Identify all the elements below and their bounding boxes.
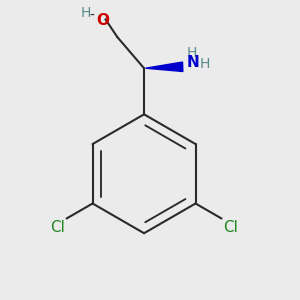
Polygon shape — [146, 62, 183, 71]
Text: O: O — [96, 13, 109, 28]
Text: H: H — [186, 46, 197, 60]
Text: H: H — [199, 57, 210, 71]
Text: -: - — [90, 9, 94, 23]
Text: Cl: Cl — [50, 220, 65, 235]
Text: Cl: Cl — [223, 220, 238, 235]
Text: N: N — [187, 55, 200, 70]
Text: H: H — [81, 6, 91, 20]
